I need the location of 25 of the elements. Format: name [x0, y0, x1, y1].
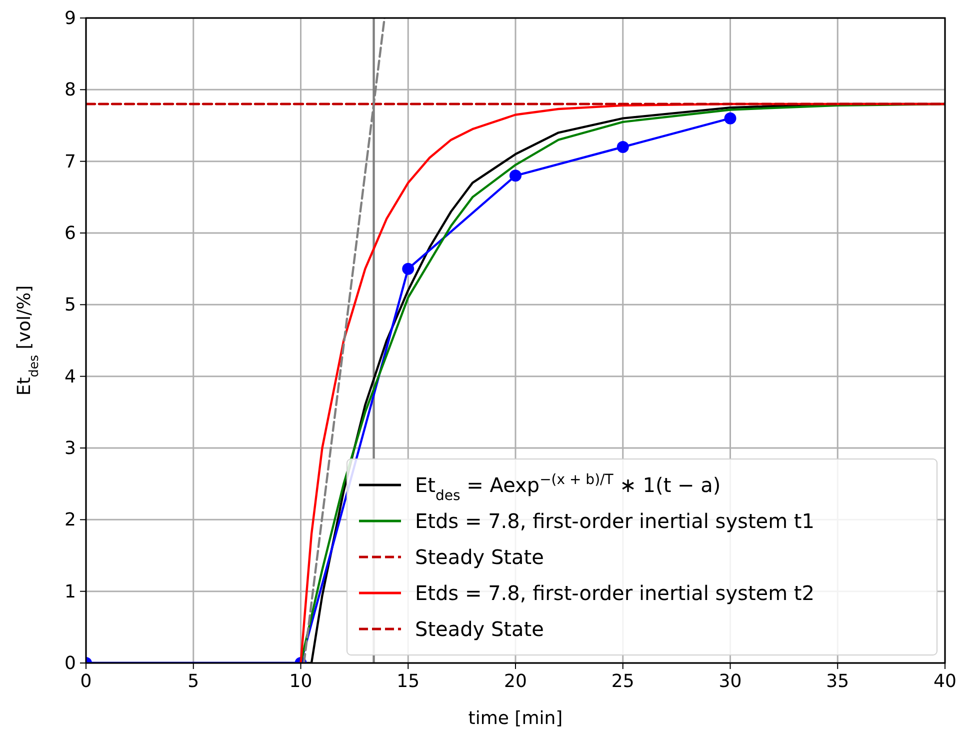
x-axis-title: time [min] — [468, 708, 563, 729]
y-tick-label: 4 — [64, 366, 76, 388]
legend-label: Steady State — [415, 545, 544, 569]
legend-label: Etds = 7.8, first-order inertial system t1 — [415, 509, 815, 533]
y-tick-label: 1 — [64, 581, 76, 602]
y-tick-label: 2 — [64, 510, 76, 531]
y-tick-label: 0 — [64, 653, 76, 674]
x-tick-label: 5 — [188, 671, 200, 692]
legend-label: Et$_{des}$ = Aexp$^{−(x + b)/T}$ ∗ 1(t − a) — [415, 472, 721, 504]
y-tick-label: 8 — [64, 80, 76, 101]
y-tick-label: 5 — [64, 294, 76, 316]
y-tick-label: 7 — [64, 151, 76, 172]
x-tick-label: 15 — [396, 671, 420, 692]
x-tick-label: 30 — [718, 671, 742, 692]
x-tick-label: 35 — [826, 671, 850, 692]
x-tick-label: 10 — [289, 671, 312, 692]
legend-label: Steady State — [415, 617, 544, 641]
y-tick-label: 9 — [64, 8, 76, 29]
x-tick-label: 0 — [80, 671, 92, 692]
x-tick-label: 40 — [934, 671, 956, 692]
y-tick-label: 3 — [64, 438, 76, 459]
x-tick-label: 20 — [504, 671, 527, 692]
legend-label: Etds = 7.8, first-order inertial system t2 — [415, 581, 815, 605]
y-tick-label: 6 — [64, 223, 76, 244]
x-tick-label: 25 — [611, 671, 634, 692]
